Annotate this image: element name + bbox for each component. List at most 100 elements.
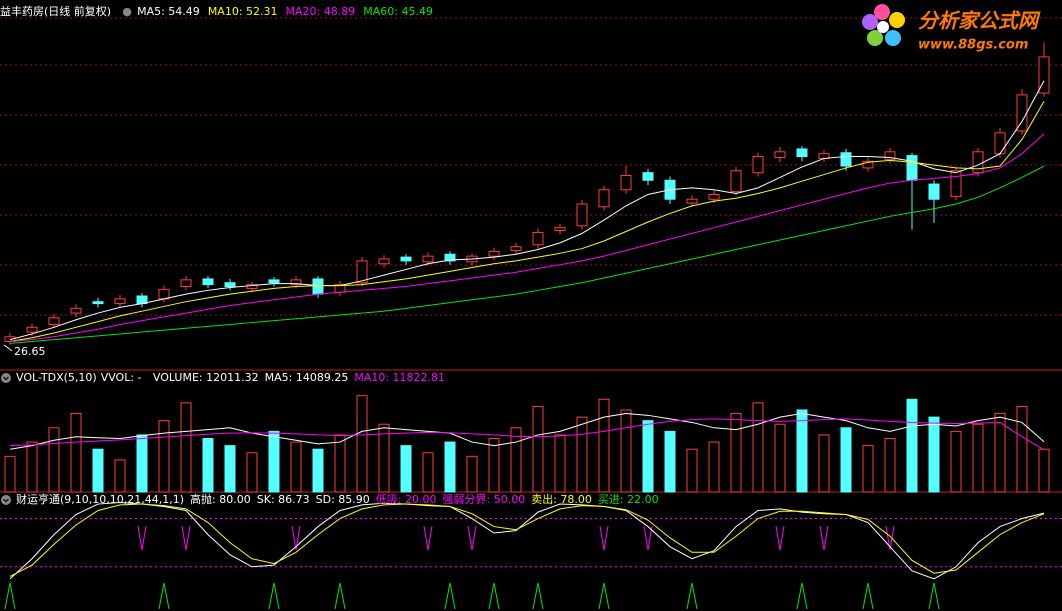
- buy-signal: [686, 582, 698, 610]
- buy-signal: [4, 582, 16, 610]
- indicator-line: [9, 418, 1045, 451]
- candle-body: [400, 256, 412, 262]
- volume-bar: [928, 416, 940, 493]
- logo-petal: [889, 12, 905, 28]
- sell-signal: [467, 525, 477, 551]
- volume-bar: [994, 413, 1006, 493]
- logo-name: 分析家公式网: [918, 9, 1041, 33]
- volume-bar: [818, 434, 830, 493]
- volume-bar: [686, 448, 698, 493]
- candle-body: [532, 231, 544, 246]
- candle-body: [246, 284, 258, 289]
- volume-bar: [334, 434, 346, 493]
- candle-body: [752, 156, 764, 174]
- candle-body: [48, 317, 60, 325]
- volume-bar: [158, 420, 170, 493]
- volume-bar: [26, 441, 38, 493]
- candle-body: [158, 288, 170, 300]
- candle-body: [180, 279, 192, 288]
- volume-bar: [92, 448, 104, 493]
- candle-body: [598, 189, 610, 208]
- legend-entry: 买进: 22.00: [598, 493, 659, 506]
- volume-bar: [598, 398, 610, 493]
- logo-url: www.88gs.com: [918, 38, 1028, 53]
- buy-signal: [268, 582, 280, 610]
- candle-body: [268, 279, 280, 284]
- sell-signal: [643, 525, 653, 551]
- candle-body: [290, 279, 302, 286]
- volume-bar: [70, 413, 82, 493]
- volume-bar: [510, 427, 522, 493]
- logo-center: [877, 21, 889, 33]
- volume-bar: [554, 434, 566, 493]
- logo: 分析家公式网 www.88gs.com: [862, 4, 1041, 53]
- volume-bar: [202, 438, 214, 493]
- indicator-line: [9, 101, 1045, 343]
- volume-bar: [4, 455, 16, 493]
- legend-entry: MA10: 52.31: [208, 5, 278, 18]
- volume-bar: [576, 416, 588, 493]
- legend-entry: 低吸: 20.00: [376, 493, 437, 506]
- legend-entry: SK: 86.73: [257, 493, 310, 506]
- volume-bar: [664, 430, 676, 493]
- legend-entry: 卖出: 78.00: [531, 492, 592, 506]
- volume-bar: [906, 398, 918, 493]
- volume-bar: [444, 441, 456, 493]
- header-icon: ●: [122, 5, 132, 18]
- volume-bar: [48, 427, 60, 493]
- volume-bar: [708, 441, 720, 493]
- panel-icon: [1, 373, 11, 383]
- volume-bar: [774, 423, 786, 493]
- logo-petal: [874, 4, 890, 20]
- volume-bar: [1016, 405, 1028, 493]
- volume-bar: [488, 438, 500, 493]
- panel-header: 益丰药房(日线 前复权) MA5: 54.49 MA10: 52.31 MA20: 4…: [0, 4, 433, 18]
- candle-body: [730, 170, 742, 193]
- volume-bar: [884, 438, 896, 493]
- sell-signal: [423, 525, 433, 551]
- candle-body: [576, 203, 588, 227]
- legend-entry: MA60: 45.49: [363, 5, 433, 18]
- volume-bar: [312, 448, 324, 493]
- volume-bar: [290, 441, 302, 493]
- volume-bar: [466, 455, 478, 493]
- volume-bar: [862, 445, 874, 493]
- candle-body: [70, 307, 82, 314]
- candle-body: [928, 183, 940, 200]
- indicator-line: [9, 413, 1045, 450]
- candle-body: [312, 278, 324, 295]
- volume-bar: [620, 409, 632, 493]
- candle-body: [620, 175, 632, 191]
- panel-title: 益丰药房(日线 前复权): [0, 4, 111, 18]
- sell-signal: [137, 525, 147, 551]
- buy-signal: [598, 582, 610, 610]
- candle-body: [444, 253, 456, 262]
- volume-bar: [246, 452, 258, 493]
- buy-signal: [532, 582, 544, 610]
- volume-bar: [422, 452, 434, 493]
- panel-subtitle: VVOL: -: [101, 371, 142, 384]
- candle-body: [92, 301, 104, 305]
- candle-body: [906, 155, 918, 181]
- panel-title: 财运亨通(9,10,10,10,21,44,1,1): [16, 492, 184, 506]
- candle-body: [796, 148, 808, 158]
- indicator-line: [9, 80, 1045, 341]
- candle-body: [488, 250, 500, 257]
- buy-signal: [488, 582, 500, 610]
- volume-bar: [378, 423, 390, 493]
- volume-bar: [180, 402, 192, 493]
- candle-body: [422, 255, 434, 263]
- indicator-line: [9, 503, 1045, 577]
- candle-body: [224, 282, 236, 288]
- candle-body: [26, 326, 38, 333]
- legend-entry: MA20: 48.89: [286, 5, 356, 18]
- legend-entry: 高抛: 80.00: [190, 492, 251, 506]
- sell-signal: [291, 525, 301, 551]
- candle-body: [554, 227, 566, 232]
- candle-body: [1016, 94, 1028, 132]
- sell-signal: [819, 525, 829, 551]
- volume-bar: [796, 409, 808, 493]
